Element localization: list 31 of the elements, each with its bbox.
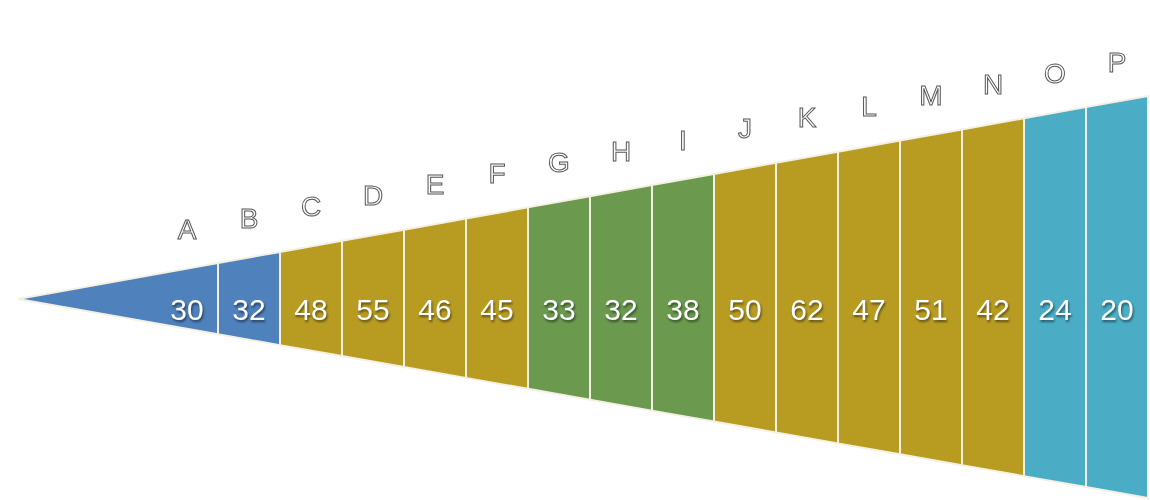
category-label: E	[425, 169, 445, 201]
category-label: B	[239, 202, 259, 234]
category-label: F	[488, 157, 506, 189]
data-label: 20	[1100, 293, 1134, 326]
category-label: C	[300, 191, 322, 223]
category-label: D	[362, 180, 384, 212]
category-label: M	[919, 79, 943, 111]
data-label: 51	[914, 293, 948, 326]
data-label: 32	[232, 293, 266, 326]
data-label: 55	[356, 293, 390, 326]
category-label: P	[1107, 46, 1127, 78]
data-label: 47	[852, 293, 886, 326]
data-label: 46	[418, 293, 452, 326]
category-label: K	[797, 102, 817, 134]
category-label: O	[1044, 57, 1066, 89]
category-label: I	[679, 124, 687, 156]
data-label: 42	[976, 293, 1010, 326]
data-label: 48	[294, 293, 328, 326]
data-label: 50	[728, 293, 762, 326]
data-label: 38	[666, 293, 700, 326]
category-label: J	[738, 113, 752, 145]
category-label: G	[548, 146, 570, 178]
category-label: H	[610, 135, 632, 167]
data-label: 62	[790, 293, 824, 326]
data-label: 45	[480, 293, 514, 326]
category-label: L	[861, 91, 877, 123]
data-label: 32	[604, 293, 638, 326]
data-label: 33	[542, 293, 576, 326]
data-label: 24	[1038, 293, 1072, 326]
category-label: N	[982, 68, 1004, 100]
data-label: 30	[170, 293, 204, 326]
